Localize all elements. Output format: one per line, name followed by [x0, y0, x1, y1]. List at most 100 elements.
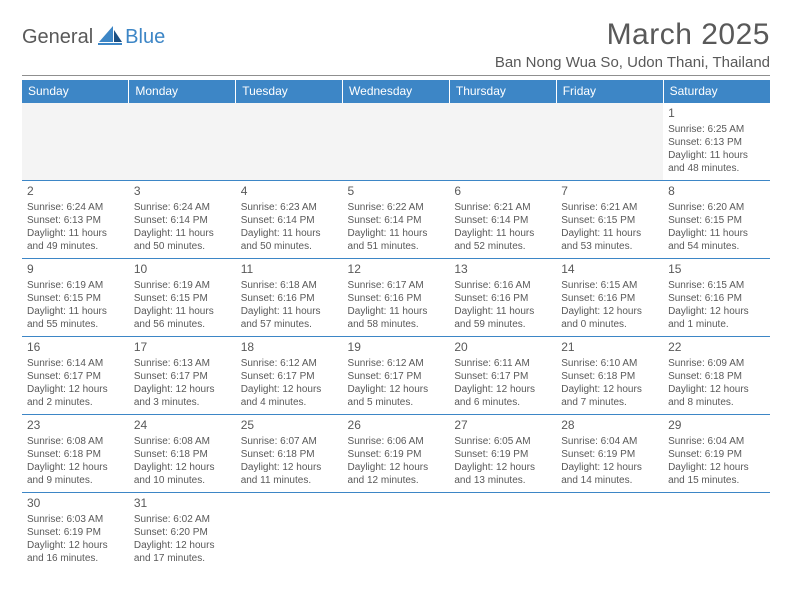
sunrise-text: Sunrise: 6:23 AM [241, 201, 338, 214]
calendar-cell: 7Sunrise: 6:21 AMSunset: 6:15 PMDaylight… [556, 181, 663, 259]
sunset-text: Sunset: 6:17 PM [348, 370, 445, 383]
sunrise-text: Sunrise: 6:06 AM [348, 435, 445, 448]
calendar-cell: 30Sunrise: 6:03 AMSunset: 6:19 PMDayligh… [22, 493, 129, 571]
weekday-header: Tuesday [236, 80, 343, 103]
daylight-text: Daylight: 12 hours and 16 minutes. [27, 539, 124, 565]
sunrise-text: Sunrise: 6:10 AM [561, 357, 658, 370]
header-rule [22, 75, 770, 76]
sunrise-text: Sunrise: 6:15 AM [668, 279, 765, 292]
title-block: March 2025 Ban Nong Wua So, Udon Thani, … [495, 18, 770, 71]
daylight-text: Daylight: 12 hours and 4 minutes. [241, 383, 338, 409]
day-number: 23 [27, 418, 124, 434]
calendar-cell [236, 103, 343, 181]
sunrise-text: Sunrise: 6:08 AM [134, 435, 231, 448]
calendar-cell [556, 103, 663, 181]
daylight-text: Daylight: 12 hours and 6 minutes. [454, 383, 551, 409]
day-number: 4 [241, 184, 338, 200]
sunset-text: Sunset: 6:14 PM [454, 214, 551, 227]
day-number: 22 [668, 340, 765, 356]
daylight-text: Daylight: 12 hours and 13 minutes. [454, 461, 551, 487]
sunrise-text: Sunrise: 6:15 AM [561, 279, 658, 292]
sunset-text: Sunset: 6:16 PM [454, 292, 551, 305]
day-number: 29 [668, 418, 765, 434]
weekday-header: Sunday [22, 80, 129, 103]
calendar-cell: 19Sunrise: 6:12 AMSunset: 6:17 PMDayligh… [343, 337, 450, 415]
calendar-cell [449, 103, 556, 181]
sunset-text: Sunset: 6:18 PM [241, 448, 338, 461]
daylight-text: Daylight: 11 hours and 49 minutes. [27, 227, 124, 253]
daylight-text: Daylight: 12 hours and 8 minutes. [668, 383, 765, 409]
daylight-text: Daylight: 12 hours and 11 minutes. [241, 461, 338, 487]
sunset-text: Sunset: 6:14 PM [241, 214, 338, 227]
day-number: 3 [134, 184, 231, 200]
daylight-text: Daylight: 11 hours and 58 minutes. [348, 305, 445, 331]
day-number: 30 [27, 496, 124, 512]
calendar-row: 9Sunrise: 6:19 AMSunset: 6:15 PMDaylight… [22, 259, 770, 337]
sunset-text: Sunset: 6:18 PM [134, 448, 231, 461]
calendar-cell: 3Sunrise: 6:24 AMSunset: 6:14 PMDaylight… [129, 181, 236, 259]
logo-text-general: General [22, 26, 93, 49]
day-number: 15 [668, 262, 765, 278]
sunrise-text: Sunrise: 6:24 AM [134, 201, 231, 214]
calendar-cell: 13Sunrise: 6:16 AMSunset: 6:16 PMDayligh… [449, 259, 556, 337]
calendar-cell: 27Sunrise: 6:05 AMSunset: 6:19 PMDayligh… [449, 415, 556, 493]
calendar-cell: 26Sunrise: 6:06 AMSunset: 6:19 PMDayligh… [343, 415, 450, 493]
calendar-cell: 29Sunrise: 6:04 AMSunset: 6:19 PMDayligh… [663, 415, 770, 493]
sunset-text: Sunset: 6:13 PM [27, 214, 124, 227]
calendar-cell [129, 103, 236, 181]
daylight-text: Daylight: 11 hours and 54 minutes. [668, 227, 765, 253]
day-number: 1 [668, 106, 765, 122]
calendar-cell: 11Sunrise: 6:18 AMSunset: 6:16 PMDayligh… [236, 259, 343, 337]
sunrise-text: Sunrise: 6:04 AM [668, 435, 765, 448]
sunrise-text: Sunrise: 6:05 AM [454, 435, 551, 448]
day-number: 19 [348, 340, 445, 356]
calendar-cell [449, 493, 556, 571]
calendar-cell: 2Sunrise: 6:24 AMSunset: 6:13 PMDaylight… [22, 181, 129, 259]
sunrise-text: Sunrise: 6:13 AM [134, 357, 231, 370]
sunrise-text: Sunrise: 6:17 AM [348, 279, 445, 292]
sunset-text: Sunset: 6:19 PM [561, 448, 658, 461]
calendar-cell: 14Sunrise: 6:15 AMSunset: 6:16 PMDayligh… [556, 259, 663, 337]
header: General Blue March 2025 Ban Nong Wua So,… [22, 18, 770, 71]
logo: General Blue [22, 18, 165, 51]
sunrise-text: Sunrise: 6:19 AM [134, 279, 231, 292]
calendar-table: Sunday Monday Tuesday Wednesday Thursday… [22, 80, 770, 571]
sunrise-text: Sunrise: 6:21 AM [454, 201, 551, 214]
calendar-row: 30Sunrise: 6:03 AMSunset: 6:19 PMDayligh… [22, 493, 770, 571]
calendar-cell: 24Sunrise: 6:08 AMSunset: 6:18 PMDayligh… [129, 415, 236, 493]
sunset-text: Sunset: 6:17 PM [454, 370, 551, 383]
day-number: 13 [454, 262, 551, 278]
sunset-text: Sunset: 6:15 PM [668, 214, 765, 227]
calendar-cell: 1Sunrise: 6:25 AMSunset: 6:13 PMDaylight… [663, 103, 770, 181]
calendar-cell: 21Sunrise: 6:10 AMSunset: 6:18 PMDayligh… [556, 337, 663, 415]
day-number: 17 [134, 340, 231, 356]
daylight-text: Daylight: 11 hours and 50 minutes. [134, 227, 231, 253]
sunset-text: Sunset: 6:15 PM [134, 292, 231, 305]
sunset-text: Sunset: 6:14 PM [134, 214, 231, 227]
calendar-cell [343, 103, 450, 181]
day-number: 31 [134, 496, 231, 512]
sunset-text: Sunset: 6:15 PM [27, 292, 124, 305]
daylight-text: Daylight: 11 hours and 50 minutes. [241, 227, 338, 253]
sunset-text: Sunset: 6:16 PM [561, 292, 658, 305]
sunset-text: Sunset: 6:19 PM [27, 526, 124, 539]
weekday-header: Thursday [449, 80, 556, 103]
calendar-cell: 10Sunrise: 6:19 AMSunset: 6:15 PMDayligh… [129, 259, 236, 337]
sunset-text: Sunset: 6:15 PM [561, 214, 658, 227]
daylight-text: Daylight: 12 hours and 7 minutes. [561, 383, 658, 409]
sunset-text: Sunset: 6:17 PM [241, 370, 338, 383]
sunrise-text: Sunrise: 6:14 AM [27, 357, 124, 370]
daylight-text: Daylight: 12 hours and 10 minutes. [134, 461, 231, 487]
day-number: 21 [561, 340, 658, 356]
day-number: 2 [27, 184, 124, 200]
day-number: 8 [668, 184, 765, 200]
calendar-row: 16Sunrise: 6:14 AMSunset: 6:17 PMDayligh… [22, 337, 770, 415]
sunset-text: Sunset: 6:16 PM [241, 292, 338, 305]
daylight-text: Daylight: 11 hours and 52 minutes. [454, 227, 551, 253]
calendar-cell: 20Sunrise: 6:11 AMSunset: 6:17 PMDayligh… [449, 337, 556, 415]
day-number: 16 [27, 340, 124, 356]
daylight-text: Daylight: 11 hours and 56 minutes. [134, 305, 231, 331]
daylight-text: Daylight: 11 hours and 48 minutes. [668, 149, 765, 175]
day-number: 20 [454, 340, 551, 356]
sunset-text: Sunset: 6:18 PM [668, 370, 765, 383]
